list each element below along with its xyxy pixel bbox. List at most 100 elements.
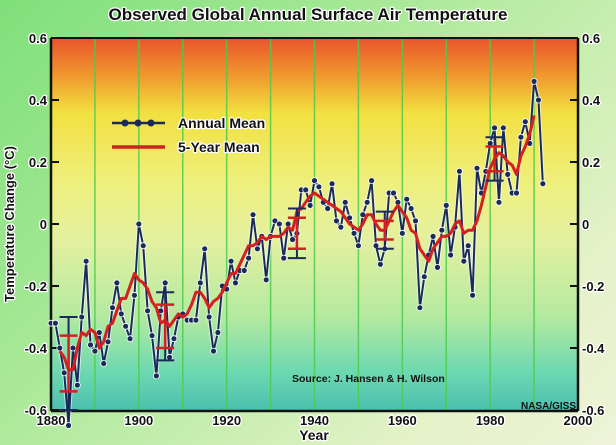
annual-mean-point: [412, 217, 419, 225]
annual-mean-point: [311, 177, 318, 185]
x-tick-label: 1980: [476, 413, 505, 428]
annual-mean-point: [139, 242, 147, 250]
annual-mean-point: [473, 164, 481, 172]
source-annotation: Source: J. Hansen & H. Wilson: [292, 373, 445, 385]
annual-mean-point: [306, 201, 314, 209]
annual-mean-point: [131, 291, 138, 299]
y-ticks-right: 0.6 0.4 0.2 0 -0.2 -0.4 -0.6: [570, 30, 606, 419]
annual-mean-point: [201, 245, 209, 253]
annual-mean-point: [403, 195, 411, 203]
annual-mean-point: [192, 316, 200, 324]
annual-mean-point: [333, 217, 340, 225]
annual-mean-point: [240, 267, 248, 274]
annual-mean-point: [368, 177, 375, 185]
x-ticks: 1880 1900 1920 1940 1960 1980 2000: [35, 412, 593, 430]
legend: Annual Mean 5-Year Mean: [112, 114, 266, 156]
annual-mean-point: [328, 180, 336, 188]
annual-mean-point: [438, 226, 446, 234]
annual-mean-point: [429, 232, 437, 240]
annual-mean-point: [87, 341, 94, 349]
annual-mean-point: [56, 344, 64, 352]
annual-mean-point: [245, 254, 253, 262]
annual-mean-point: [499, 124, 507, 132]
y-tick-label-left: 0.6: [29, 31, 47, 46]
annual-mean-point: [148, 332, 156, 340]
annual-mean-point: [460, 257, 468, 265]
annual-mean-point: [447, 251, 455, 259]
annual-mean-point: [420, 273, 428, 281]
annual-mean-point: [442, 201, 450, 209]
annual-mean-point: [135, 220, 143, 228]
annual-mean-point: [109, 304, 116, 312]
annual-mean-point: [100, 360, 108, 367]
annual-mean-point: [249, 211, 257, 219]
annual-mean-point: [51, 319, 59, 327]
annual-mean-point: [82, 257, 90, 265]
annual-mean-point: [254, 245, 261, 253]
annual-mean-point: [104, 338, 112, 346]
annual-mean-point: [289, 236, 296, 243]
annual-mean-point: [214, 329, 222, 336]
error-bars: [59, 136, 504, 411]
annual-mean-point: [530, 78, 538, 85]
annual-mean-point: [521, 118, 529, 126]
annual-mean-point: [262, 276, 270, 284]
x-axis-label: Year: [299, 427, 329, 443]
x-tick-label: 1920: [212, 413, 241, 428]
annual-mean-point: [517, 133, 525, 141]
annual-mean-point: [60, 369, 68, 377]
annual-mean-point: [434, 263, 441, 271]
annual-mean-point: [398, 229, 406, 237]
annual-mean-point: [350, 229, 358, 237]
credit-annotation: NASA/GISS: [521, 401, 576, 412]
y-ticks-left: 0.6 0.4 0.2 0 -0.2 -0.4 -0.6: [23, 30, 59, 419]
y-tick-label-left: 0: [40, 217, 47, 232]
y-tick-label-right: -0.4: [582, 341, 605, 356]
y-tick-label-right: -0.6: [582, 403, 604, 418]
x-tick-label: 1880: [37, 413, 66, 428]
annual-mean-point: [355, 242, 362, 250]
annual-mean-point: [232, 279, 239, 287]
annual-mean-point: [337, 223, 345, 231]
annual-mean-point: [495, 198, 503, 206]
y-tick-label-right: 0.4: [582, 93, 601, 108]
annual-mean-point: [73, 381, 81, 389]
annual-mean-point: [122, 322, 130, 330]
annual-mean-point: [126, 335, 134, 343]
annual-mean-point: [469, 291, 477, 299]
annual-mean-point: [91, 347, 99, 355]
annual-mean-point: [464, 242, 472, 250]
annual-mean-point: [491, 124, 498, 132]
y-axis-label: Temperature Change (°C): [2, 146, 17, 302]
annual-mean-point: [275, 220, 283, 228]
annual-mean-point: [69, 344, 77, 352]
annual-mean-point: [95, 329, 103, 336]
annual-mean-point: [376, 260, 384, 268]
annual-mean-point: [407, 205, 415, 212]
annual-mean-point: [539, 180, 547, 188]
annual-mean-point: [205, 313, 213, 321]
x-tick-label: 1940: [300, 413, 329, 428]
annual-mean-point: [170, 335, 178, 343]
annual-mean-point: [144, 307, 152, 315]
annual-mean-point: [152, 372, 160, 380]
annual-mean-point: [363, 198, 371, 206]
annual-mean-point: [504, 170, 512, 178]
annual-mean-point: [210, 347, 217, 355]
annual-mean-point: [416, 304, 424, 312]
annual-mean-point: [341, 198, 349, 206]
annual-mean-point: [161, 279, 169, 287]
annual-mean-point: [315, 183, 323, 191]
x-tick-label: 1960: [388, 413, 417, 428]
y-tick-label-right: 0.6: [582, 31, 600, 46]
annual-mean-point: [535, 96, 542, 104]
annual-mean-point: [65, 422, 72, 429]
annual-mean-point: [113, 279, 121, 287]
annual-mean-point: [513, 189, 520, 197]
y-tick-label-right: -0.2: [582, 279, 604, 294]
annual-mean-point: [456, 167, 463, 175]
svg-text:Annual Mean: Annual Mean: [178, 115, 265, 131]
y-tick-label-left: -0.2: [25, 279, 47, 294]
y-tick-label-right: 0.2: [582, 155, 600, 170]
x-tick-label: 1900: [124, 413, 153, 428]
